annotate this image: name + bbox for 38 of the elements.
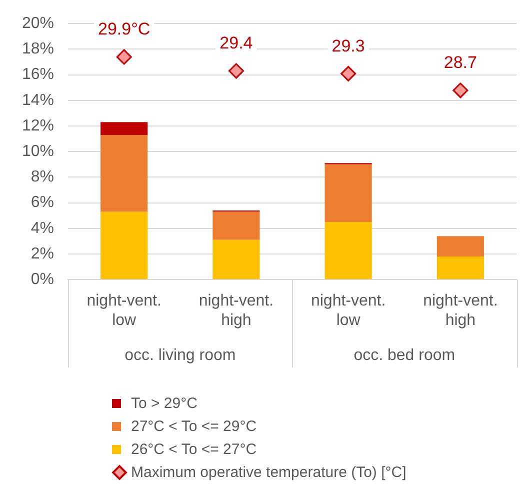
bar — [100, 122, 148, 135]
point — [228, 63, 244, 79]
text: occ. living room — [124, 347, 236, 364]
point — [340, 66, 356, 82]
x-tick-label: night-vent. low — [310, 292, 386, 329]
bar — [324, 222, 372, 280]
y-tick-label: 20% — [22, 15, 54, 32]
data-label: 29.4 — [220, 34, 253, 53]
bar — [212, 240, 260, 280]
y-tick-label: 10% — [22, 143, 54, 160]
y-tick-label: 18% — [22, 40, 54, 58]
y-tick-label: 8% — [30, 168, 54, 186]
bar — [436, 236, 484, 257]
bar — [212, 212, 260, 240]
y-tick-label: 12% — [22, 117, 54, 134]
y-tick-label: 4% — [30, 220, 54, 237]
bar — [100, 212, 148, 280]
y-tick-label: 6% — [30, 194, 54, 212]
text: occ. bed room — [354, 347, 456, 364]
point — [116, 49, 132, 65]
x-tick-label: night-vent. high — [198, 292, 274, 329]
legend-label: 26°C < To <= 27°C — [131, 440, 257, 460]
x-tick-label: night-vent. high — [423, 292, 498, 329]
y-tick-label: 14% — [22, 92, 54, 109]
legend-label: Maximum operative temperature (To) [°C] — [131, 463, 406, 483]
y-tick-label: 2% — [30, 245, 54, 262]
y-tick-label: 16% — [22, 66, 54, 84]
data-label: 28.7 — [444, 53, 477, 72]
bar — [324, 164, 372, 222]
point — [452, 82, 468, 98]
legend-label: To > 29°C — [131, 394, 198, 414]
data-label: 29.9°C — [98, 20, 150, 39]
y-tick-label: 0% — [30, 271, 54, 288]
bar — [436, 256, 484, 280]
x-tick-label: night-vent. low — [86, 292, 162, 329]
bar — [100, 134, 148, 212]
legend-label: 27°C < To <= 29°C — [131, 417, 257, 437]
data-label: 29.3 — [332, 36, 365, 56]
